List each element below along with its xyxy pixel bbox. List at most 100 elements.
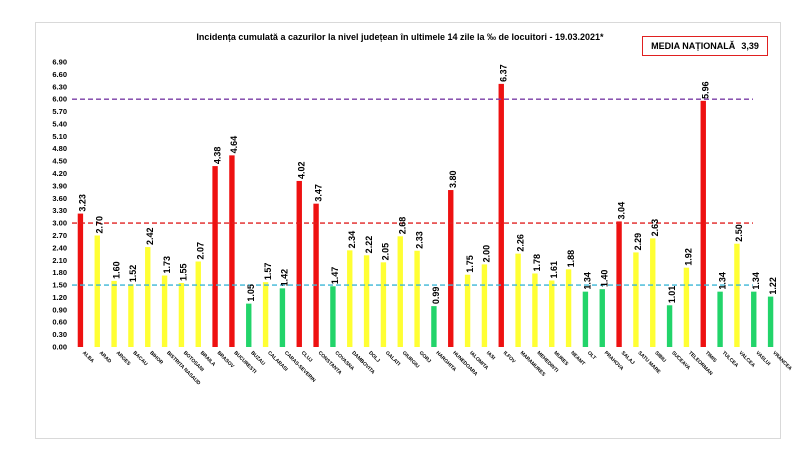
value-label: 4.02: [296, 161, 306, 179]
y-tick-label: 3.90: [52, 181, 67, 190]
bar-sibiu: [650, 238, 656, 347]
bar-ilfov: [498, 83, 504, 348]
bar-braila: [195, 261, 201, 347]
bar-maramures: [515, 253, 521, 347]
bar-mures: [549, 280, 555, 347]
category-label: NEAMT: [569, 350, 586, 367]
bar-bacau: [128, 284, 134, 347]
value-label: 1.61: [549, 261, 559, 279]
category-label: BIHOR: [148, 350, 164, 366]
category-label: VRANCEA: [771, 350, 793, 372]
bar-constanta: [313, 203, 319, 347]
bar-dolj: [363, 255, 370, 347]
y-tick-label: 6.60: [52, 70, 67, 79]
value-label: 1.42: [280, 269, 290, 287]
bar-timis: [700, 100, 706, 348]
value-label: 1.47: [330, 267, 340, 285]
value-label: 3.23: [78, 194, 88, 212]
bar-bistrita-nasaud: [161, 275, 168, 347]
value-label: 1.01: [667, 286, 677, 304]
y-tick-label: 0.60: [52, 318, 67, 327]
bar-arges: [111, 280, 117, 347]
bar-dambovita: [347, 250, 353, 347]
bar-covasna: [330, 286, 336, 347]
bar-bihor: [145, 247, 151, 347]
value-label: 4.38: [212, 147, 222, 165]
value-label: 3.04: [616, 202, 626, 220]
bar-suceava: [666, 305, 673, 347]
y-tick-label: 5.10: [52, 132, 67, 141]
value-label: 1.55: [179, 263, 189, 281]
y-tick-label: 1.50: [52, 281, 67, 290]
category-label: IASI: [485, 350, 497, 362]
national-average-label: MEDIA NAȚIONALĂ: [651, 41, 736, 51]
y-tick-label: 6.30: [52, 82, 67, 91]
category-label: CLUJ: [300, 350, 314, 364]
value-label: 0.99: [431, 287, 441, 305]
category-label: GORJ: [418, 350, 432, 364]
bar-cluj: [296, 180, 302, 347]
bar-caras-severin: [279, 288, 286, 347]
value-label: 1.92: [684, 248, 694, 266]
value-label: 1.05: [246, 284, 256, 302]
y-tick-label: 0.30: [52, 330, 67, 339]
value-label: 1.60: [111, 261, 121, 279]
category-label: ARGES: [115, 350, 132, 367]
bar-brasov: [212, 166, 218, 347]
chart-frame: [35, 22, 781, 439]
value-label: 2.00: [482, 245, 492, 263]
value-labels: 3.23 2.70 1.60 1.52 2.42 1.73 1.55 2.07 4.38 4.64…: [78, 64, 778, 304]
value-label: 3.80: [448, 171, 458, 189]
bar-neamt: [565, 269, 572, 347]
y-tick-label: 1.20: [52, 293, 67, 302]
bar-giurgiu: [397, 236, 403, 347]
chart-title: Incidența cumulată a cazurilor la nivel …: [196, 32, 604, 42]
bar-calarasi: [262, 282, 269, 347]
bar-iasi: [481, 264, 488, 347]
value-label: 1.52: [128, 265, 138, 283]
threshold-lines: [72, 98, 753, 286]
category-label: TULCEA: [721, 350, 740, 369]
value-label: 1.57: [263, 263, 273, 281]
bar-valcea: [734, 243, 740, 347]
bar-bucuresti: [229, 155, 235, 347]
y-tick-label: 0.00: [52, 343, 67, 352]
y-tick-label: 3.00: [52, 219, 67, 228]
value-label: 2.63: [650, 219, 660, 237]
value-label: 1.40: [599, 270, 609, 288]
category-label: SALAJ: [620, 350, 636, 366]
category-label: VALCEA: [738, 350, 757, 369]
bar-alba: [77, 213, 84, 347]
bar-salaj: [616, 221, 622, 347]
y-tick-label: 2.10: [52, 256, 67, 265]
y-tick-label: 2.40: [52, 243, 67, 252]
bar-mehedinti: [532, 273, 538, 347]
value-label: 1.34: [583, 272, 593, 290]
y-tick-label: 3.60: [52, 194, 67, 203]
bar-botosani: [178, 282, 185, 347]
bar-teleorman: [683, 267, 690, 347]
x-axis-labels: ALBA ARAD ARGES BACAU BIHOR BISTRITA NASAUDBO…: [81, 350, 793, 387]
category-label: SIBIU: [653, 350, 667, 364]
category-label: BACAU: [132, 350, 149, 367]
y-axis: 0.00 0.30 0.60 0.90 1.20 1.50 1.80 2.10 2.40 2.70…: [52, 58, 67, 352]
value-label: 5.96: [700, 81, 710, 99]
y-tick-label: 6.90: [52, 58, 67, 67]
value-label: 1.34: [717, 272, 727, 290]
bar-vaslui: [751, 291, 757, 347]
value-label: 2.33: [414, 231, 424, 249]
value-label: 2.29: [633, 233, 643, 251]
value-label: 1.73: [162, 256, 172, 274]
category-label: DOLJ: [367, 350, 381, 364]
value-label: 2.42: [145, 228, 155, 246]
value-label: 1.75: [465, 255, 475, 273]
value-label: 1.88: [566, 250, 576, 268]
category-label: TIMIS: [704, 350, 718, 364]
value-label: 2.70: [94, 216, 104, 234]
bar-ialomita: [464, 274, 471, 347]
value-label: 2.22: [364, 236, 374, 254]
national-average-value: 3,39: [741, 41, 759, 51]
value-label: 2.34: [347, 231, 357, 249]
value-label: 1.34: [751, 272, 761, 290]
bar-gorj: [414, 250, 420, 347]
